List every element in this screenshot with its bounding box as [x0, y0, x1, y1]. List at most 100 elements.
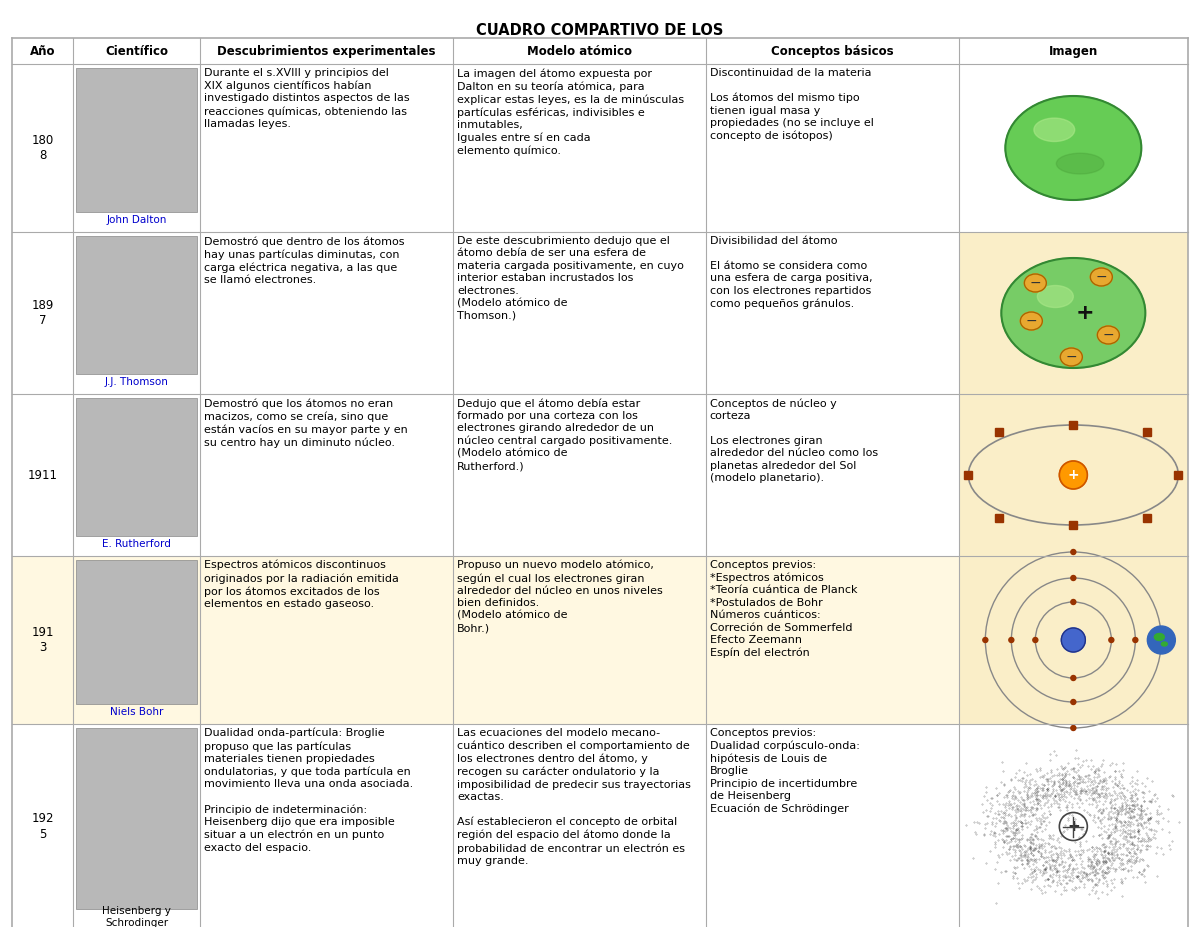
Bar — [12, 394, 73, 556]
Circle shape — [1070, 676, 1076, 680]
Bar — [454, 64, 706, 232]
Circle shape — [1033, 638, 1038, 642]
Bar — [76, 398, 197, 536]
Bar — [959, 38, 1188, 64]
Text: Discontinuidad de la materia

Los átomos del mismo tipo
tienen igual masa y
prop: Discontinuidad de la materia Los átomos … — [710, 68, 874, 141]
Text: Demostró que los átomos no eran
macizos, como se creía, sino que
están vacíos en: Demostró que los átomos no eran macizos,… — [204, 398, 408, 448]
Circle shape — [1147, 626, 1175, 654]
Bar — [706, 394, 959, 556]
Bar — [1069, 521, 1078, 529]
Circle shape — [1133, 638, 1138, 642]
Bar — [12, 556, 73, 724]
Bar — [454, 232, 706, 394]
Text: Heisenberg y
Schrodinger: Heisenberg y Schrodinger — [102, 907, 172, 927]
Bar — [454, 38, 706, 64]
Text: Durante el s.XVIII y principios del
XIX algunos científicos habían
investigado d: Durante el s.XVIII y principios del XIX … — [204, 68, 409, 129]
Text: Propuso un nuevo modelo atómico,
según el cual los electrones giran
alrededor de: Propuso un nuevo modelo atómico, según e… — [457, 560, 662, 633]
Bar — [200, 38, 454, 64]
Ellipse shape — [1037, 286, 1073, 308]
Bar — [12, 38, 73, 64]
Text: −: − — [1066, 350, 1078, 364]
Bar — [959, 394, 1188, 556]
Circle shape — [1009, 638, 1014, 642]
Text: 189
7: 189 7 — [31, 299, 54, 327]
Bar — [76, 236, 197, 374]
Ellipse shape — [1056, 153, 1104, 174]
Text: −: − — [1096, 270, 1108, 284]
Ellipse shape — [1162, 642, 1168, 646]
Text: 180
8: 180 8 — [31, 134, 54, 162]
Bar — [454, 556, 706, 724]
Bar — [706, 64, 959, 232]
Circle shape — [1070, 576, 1076, 580]
Text: Descubrimientos experimentales: Descubrimientos experimentales — [217, 44, 436, 57]
Text: Conceptos básicos: Conceptos básicos — [770, 44, 894, 57]
Text: −: − — [1030, 276, 1042, 290]
Ellipse shape — [1006, 96, 1141, 200]
Circle shape — [1060, 461, 1087, 489]
Bar — [706, 232, 959, 394]
Text: Divisibilidad del átomo

El átomo se considera como
una esfera de carga positiva: Divisibilidad del átomo El átomo se cons… — [710, 236, 872, 309]
Bar — [73, 724, 200, 927]
Text: 191
3: 191 3 — [31, 626, 54, 654]
Ellipse shape — [1091, 268, 1112, 286]
Text: Año: Año — [30, 44, 55, 57]
Bar — [1069, 421, 1078, 429]
Bar — [200, 394, 454, 556]
Text: Científico: Científico — [106, 44, 168, 57]
Ellipse shape — [1061, 348, 1082, 366]
Bar — [76, 560, 197, 704]
Bar — [73, 394, 200, 556]
Bar — [454, 724, 706, 927]
Bar — [12, 232, 73, 394]
Bar — [706, 38, 959, 64]
Bar — [1144, 514, 1151, 522]
Text: +: + — [1076, 303, 1094, 323]
Ellipse shape — [1097, 326, 1120, 344]
Ellipse shape — [1025, 274, 1046, 292]
Bar — [200, 724, 454, 927]
Text: Demostró que dentro de los átomos
hay unas partículas diminutas, con
carga eléct: Demostró que dentro de los átomos hay un… — [204, 236, 404, 285]
Text: Dedujo que el átomo debía estar
formado por una corteza con los
electrones giran: Dedujo que el átomo debía estar formado … — [457, 398, 672, 471]
Bar — [995, 428, 1003, 436]
Text: Dualidad onda-partícula: Broglie
propuso que las partículas
materiales tienen pr: Dualidad onda-partícula: Broglie propuso… — [204, 728, 414, 853]
Circle shape — [1061, 628, 1085, 652]
Bar — [200, 556, 454, 724]
Bar — [706, 556, 959, 724]
Bar — [1175, 471, 1182, 479]
Bar — [73, 64, 200, 232]
Text: J.J. Thomson: J.J. Thomson — [104, 377, 168, 387]
Bar — [959, 232, 1188, 394]
Bar — [959, 64, 1188, 232]
Bar — [706, 724, 959, 927]
Ellipse shape — [1001, 258, 1145, 368]
Bar — [73, 232, 200, 394]
Circle shape — [1070, 726, 1076, 730]
Text: −: − — [1026, 314, 1037, 328]
Bar — [12, 724, 73, 927]
Text: −: − — [1103, 328, 1114, 342]
Bar — [959, 556, 1188, 724]
Bar — [1144, 428, 1151, 436]
Text: Conceptos de núcleo y
corteza

Los electrones giran
alrededor del núcleo como lo: Conceptos de núcleo y corteza Los electr… — [710, 398, 878, 483]
Bar — [454, 394, 706, 556]
Circle shape — [1159, 638, 1164, 642]
Bar — [965, 471, 972, 479]
Bar — [73, 38, 200, 64]
Bar — [76, 728, 197, 909]
Circle shape — [1109, 638, 1114, 642]
Ellipse shape — [1020, 312, 1043, 330]
Text: 192
5: 192 5 — [31, 812, 54, 841]
Text: CUADRO COMPARTIVO DE LOS: CUADRO COMPARTIVO DE LOS — [476, 23, 724, 38]
Text: Imagen: Imagen — [1049, 44, 1098, 57]
Text: Conceptos previos:
*Espectros atómicos
*Teoría cuántica de Planck
*Postulados de: Conceptos previos: *Espectros atómicos *… — [710, 560, 857, 658]
Text: +: + — [1068, 468, 1079, 482]
Bar — [995, 514, 1003, 522]
Text: 1911: 1911 — [28, 468, 58, 481]
Circle shape — [1070, 600, 1076, 604]
Bar — [959, 724, 1188, 927]
Ellipse shape — [1154, 633, 1164, 641]
Bar — [73, 556, 200, 724]
Circle shape — [1070, 550, 1076, 554]
Circle shape — [983, 638, 988, 642]
